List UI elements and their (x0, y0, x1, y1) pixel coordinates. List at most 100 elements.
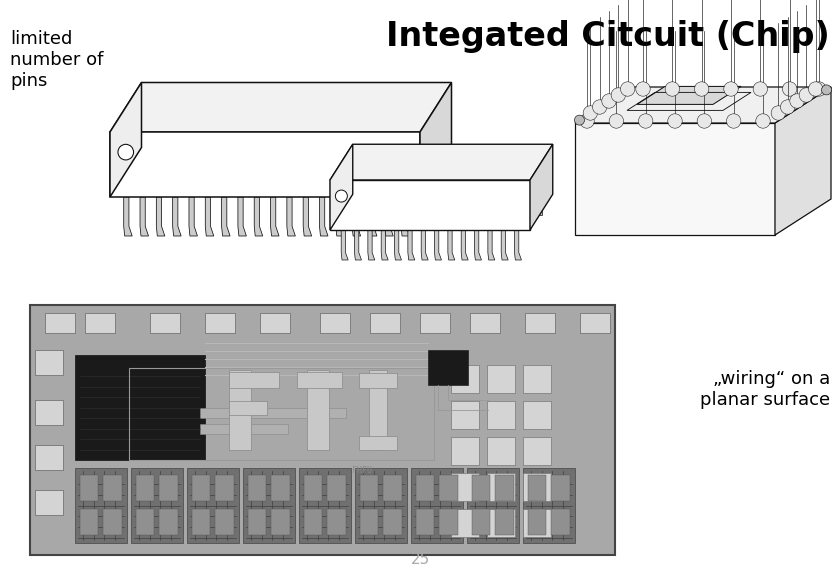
Circle shape (808, 82, 823, 96)
Polygon shape (330, 144, 353, 230)
Polygon shape (140, 197, 149, 236)
Polygon shape (637, 87, 741, 104)
FancyBboxPatch shape (523, 468, 575, 543)
Polygon shape (110, 82, 452, 132)
Polygon shape (220, 147, 226, 175)
FancyBboxPatch shape (271, 475, 290, 501)
FancyBboxPatch shape (215, 475, 234, 501)
Polygon shape (205, 197, 213, 236)
Circle shape (780, 100, 795, 114)
FancyBboxPatch shape (299, 468, 351, 543)
FancyBboxPatch shape (35, 490, 63, 515)
Polygon shape (475, 230, 481, 260)
FancyBboxPatch shape (355, 468, 407, 543)
Polygon shape (188, 147, 193, 175)
FancyBboxPatch shape (228, 370, 251, 450)
Polygon shape (110, 82, 141, 197)
Polygon shape (368, 230, 375, 260)
Polygon shape (189, 197, 197, 236)
Polygon shape (575, 87, 831, 123)
FancyBboxPatch shape (439, 475, 458, 501)
FancyBboxPatch shape (525, 313, 555, 333)
Polygon shape (470, 194, 475, 215)
Circle shape (771, 106, 785, 120)
FancyBboxPatch shape (451, 473, 479, 501)
Circle shape (592, 100, 606, 114)
FancyBboxPatch shape (200, 408, 346, 418)
Polygon shape (433, 147, 438, 175)
FancyBboxPatch shape (523, 473, 551, 501)
Circle shape (583, 106, 597, 120)
Polygon shape (515, 230, 522, 260)
Polygon shape (334, 147, 340, 175)
FancyBboxPatch shape (85, 313, 115, 333)
Polygon shape (270, 147, 275, 175)
Circle shape (580, 114, 594, 128)
FancyBboxPatch shape (304, 509, 323, 535)
FancyBboxPatch shape (328, 509, 345, 535)
Polygon shape (381, 230, 388, 260)
FancyBboxPatch shape (472, 509, 491, 535)
FancyBboxPatch shape (523, 437, 551, 465)
Polygon shape (457, 194, 461, 215)
FancyBboxPatch shape (271, 509, 290, 535)
Polygon shape (431, 194, 435, 215)
Circle shape (724, 82, 738, 96)
Polygon shape (404, 194, 408, 215)
Circle shape (636, 82, 650, 96)
FancyBboxPatch shape (487, 365, 515, 393)
FancyBboxPatch shape (428, 350, 468, 385)
Polygon shape (391, 194, 395, 215)
Polygon shape (444, 194, 449, 215)
FancyBboxPatch shape (248, 475, 266, 501)
Circle shape (822, 85, 832, 95)
Polygon shape (408, 230, 415, 260)
FancyBboxPatch shape (45, 313, 75, 333)
Circle shape (609, 114, 623, 128)
FancyBboxPatch shape (103, 509, 122, 535)
FancyBboxPatch shape (75, 468, 127, 543)
FancyBboxPatch shape (80, 475, 98, 501)
FancyBboxPatch shape (472, 475, 491, 501)
Polygon shape (497, 194, 501, 215)
FancyBboxPatch shape (369, 370, 387, 450)
Polygon shape (401, 197, 410, 236)
FancyBboxPatch shape (451, 401, 479, 429)
FancyBboxPatch shape (523, 365, 551, 393)
Polygon shape (364, 194, 368, 215)
Polygon shape (238, 197, 246, 236)
Polygon shape (270, 197, 279, 236)
Polygon shape (530, 144, 553, 230)
Circle shape (783, 82, 797, 96)
Polygon shape (237, 147, 242, 175)
FancyBboxPatch shape (35, 400, 63, 425)
FancyBboxPatch shape (420, 313, 450, 333)
Polygon shape (417, 147, 422, 175)
Circle shape (799, 88, 813, 102)
FancyBboxPatch shape (359, 373, 397, 387)
Circle shape (612, 88, 626, 102)
FancyBboxPatch shape (160, 509, 177, 535)
FancyBboxPatch shape (439, 509, 458, 535)
Polygon shape (330, 180, 530, 230)
FancyBboxPatch shape (451, 365, 479, 393)
FancyBboxPatch shape (523, 509, 551, 537)
Polygon shape (319, 197, 328, 236)
Circle shape (695, 82, 709, 96)
FancyBboxPatch shape (580, 313, 610, 333)
Circle shape (668, 114, 682, 128)
Polygon shape (156, 197, 165, 236)
Polygon shape (484, 194, 488, 215)
Polygon shape (448, 230, 454, 260)
Polygon shape (501, 230, 508, 260)
FancyBboxPatch shape (360, 509, 378, 535)
Polygon shape (303, 197, 312, 236)
Text: FHFU: FHFU (352, 466, 372, 475)
Polygon shape (575, 123, 775, 235)
FancyBboxPatch shape (383, 475, 402, 501)
Circle shape (753, 82, 768, 96)
FancyBboxPatch shape (528, 509, 546, 535)
FancyBboxPatch shape (205, 313, 235, 333)
Text: 25: 25 (411, 552, 429, 567)
Circle shape (621, 82, 635, 96)
